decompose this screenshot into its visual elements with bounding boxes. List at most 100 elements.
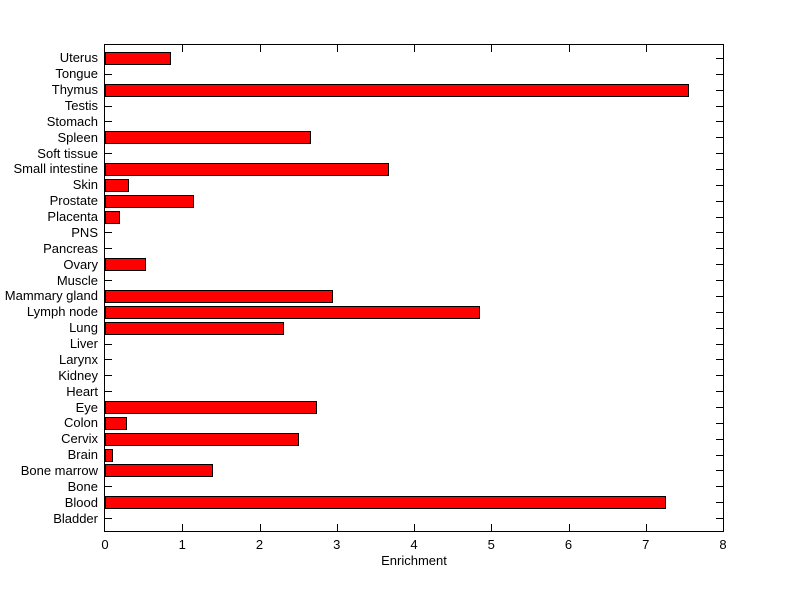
x-tick-label-3: 3 <box>333 537 341 552</box>
y-tick-label-thymus: Thymus <box>51 82 98 98</box>
x-tick-label-2: 2 <box>255 537 264 552</box>
y-tick-right-cervix <box>716 439 723 440</box>
y-tick-label-bone: Bone <box>67 478 98 494</box>
y-tick-right-spleen <box>716 137 723 138</box>
x-tick-top-6 <box>569 45 570 52</box>
x-tick-label-7: 7 <box>642 537 650 552</box>
y-tick-label-tongue: Tongue <box>55 66 98 82</box>
y-tick-right-small-intestine <box>716 169 723 170</box>
y-tick-left-muscle <box>105 280 112 281</box>
bar-mammary-gland <box>105 290 333 303</box>
x-tick-label-0: 0 <box>101 537 109 552</box>
y-tick-right-ovary <box>716 264 723 265</box>
y-tick-label-lymph-node: Lymph node <box>26 304 98 320</box>
y-tick-label-soft-tissue: Soft tissue <box>37 145 98 161</box>
x-tick-bottom-3 <box>337 524 338 531</box>
bar-prostate <box>105 195 194 208</box>
y-tick-label-bone-marrow: Bone marrow <box>20 462 98 478</box>
y-tick-label-liver: Liver <box>69 336 98 352</box>
x-tick-top-7 <box>646 45 647 52</box>
bar-eye <box>105 401 317 414</box>
y-tick-left-soft-tissue <box>105 153 112 154</box>
y-tick-right-mammary-gland <box>716 296 723 297</box>
plot-area <box>104 44 724 532</box>
y-tick-right-placenta <box>716 217 723 218</box>
y-tick-label-muscle: Muscle <box>56 272 98 288</box>
y-tick-left-kidney <box>105 375 112 376</box>
bar-skin <box>105 179 129 192</box>
y-tick-left-tongue <box>105 74 112 75</box>
y-tick-label-bladder: Bladder <box>53 510 98 526</box>
y-tick-right-thymus <box>716 90 723 91</box>
y-tick-left-larynx <box>105 359 112 360</box>
y-tick-label-blood: Blood <box>64 494 98 510</box>
bar-blood <box>105 496 666 509</box>
x-tick-top-1 <box>182 45 183 52</box>
x-tick-label-4: 4 <box>410 537 418 552</box>
x-tick-label-1: 1 <box>178 537 186 552</box>
y-tick-left-pancreas <box>105 248 112 249</box>
bar-uterus <box>105 52 171 65</box>
y-tick-label-kidney: Kidney <box>58 367 98 383</box>
y-tick-left-pns <box>105 232 112 233</box>
y-tick-left-testis <box>105 106 112 107</box>
bar-colon <box>105 417 127 430</box>
y-tick-right-pns <box>716 232 723 233</box>
y-tick-right-heart <box>716 391 723 392</box>
y-tick-label-eye: Eye <box>75 399 98 415</box>
y-tick-label-pancreas: Pancreas <box>43 240 98 256</box>
x-tick-bottom-6 <box>569 524 570 531</box>
bar-thymus <box>105 84 689 97</box>
y-tick-label-brain: Brain <box>67 447 98 463</box>
x-tick-top-4 <box>414 45 415 52</box>
x-tick-label-8: 8 <box>719 537 727 552</box>
y-tick-label-uterus: Uterus <box>59 50 98 66</box>
x-tick-bottom-2 <box>260 524 261 531</box>
y-tick-right-stomach <box>716 121 723 122</box>
y-tick-left-bone <box>105 486 112 487</box>
y-tick-label-small-intestine: Small intestine <box>13 161 98 177</box>
bar-brain <box>105 449 113 462</box>
y-tick-right-tongue <box>716 74 723 75</box>
x-tick-bottom-7 <box>646 524 647 531</box>
y-tick-right-testis <box>716 106 723 107</box>
y-tick-right-colon <box>716 423 723 424</box>
y-tick-left-heart <box>105 391 112 392</box>
y-tick-label-heart: Heart <box>66 383 98 399</box>
y-tick-right-prostate <box>716 201 723 202</box>
y-tick-right-blood <box>716 502 723 503</box>
y-tick-label-lung: Lung <box>69 320 98 336</box>
y-tick-label-colon: Colon <box>64 415 98 431</box>
bar-cervix <box>105 433 299 446</box>
y-tick-right-liver <box>716 344 723 345</box>
y-tick-right-lymph-node <box>716 312 723 313</box>
x-tick-bottom-4 <box>414 524 415 531</box>
x-tick-bottom-1 <box>182 524 183 531</box>
y-tick-right-eye <box>716 407 723 408</box>
y-tick-left-bladder <box>105 518 112 519</box>
bar-small-intestine <box>105 163 389 176</box>
y-tick-right-skin <box>716 185 723 186</box>
y-tick-label-mammary-gland: Mammary gland <box>4 288 98 304</box>
y-tick-label-testis: Testis <box>64 98 98 113</box>
y-tick-label-cervix: Cervix <box>61 431 98 447</box>
y-tick-label-spleen: Spleen <box>57 129 98 145</box>
x-tick-bottom-5 <box>491 524 492 531</box>
y-tick-right-bladder <box>716 518 723 519</box>
y-tick-label-skin: Skin <box>72 177 98 193</box>
bar-lung <box>105 322 284 335</box>
bar-ovary <box>105 258 146 271</box>
y-tick-label-pns: PNS <box>71 224 98 240</box>
y-tick-label-placenta: Placenta <box>47 209 98 225</box>
y-tick-label-prostate: Prostate <box>49 193 98 209</box>
y-tick-right-lung <box>716 328 723 329</box>
x-tick-top-5 <box>491 45 492 52</box>
y-tick-left-liver <box>105 344 112 345</box>
bar-placenta <box>105 211 120 224</box>
x-tick-label-5: 5 <box>487 537 495 552</box>
x-tick-label-6: 6 <box>564 537 573 552</box>
y-tick-right-uterus <box>716 58 723 59</box>
bar-lymph-node <box>105 306 480 319</box>
y-tick-right-muscle <box>716 280 723 281</box>
bar-bone-marrow <box>105 464 213 477</box>
